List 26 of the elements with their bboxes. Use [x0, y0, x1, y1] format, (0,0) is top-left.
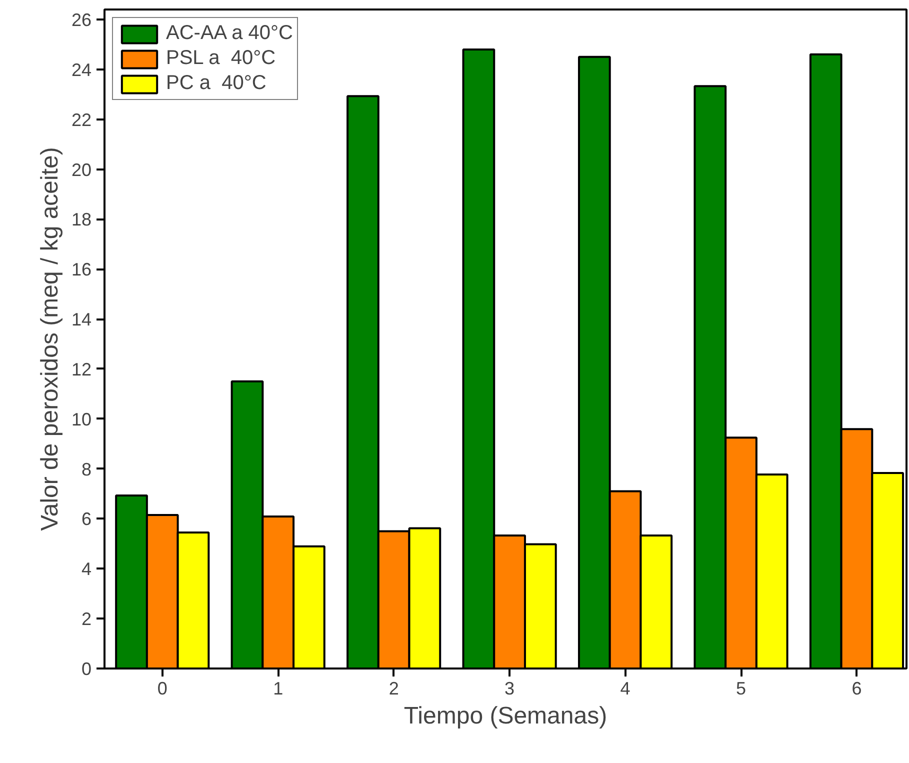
x-tick-label: 2	[388, 678, 399, 698]
x-tick-label: 3	[504, 678, 515, 698]
x-tick-label: 4	[620, 678, 630, 698]
y-tick-label: 22	[71, 110, 92, 130]
legend-label: PSL a 40°C	[166, 47, 276, 70]
legend-label: AC-AA a 40°C	[166, 22, 293, 45]
y-tick-label: 26	[71, 10, 92, 30]
x-axis-title: Tiempo (Semanas)	[404, 702, 608, 730]
y-tick-label: 6	[81, 509, 92, 530]
x-tick-label: 6	[852, 678, 862, 698]
y-tick-label: 14	[71, 310, 92, 330]
y-tick-label: 4	[81, 559, 92, 580]
legend-label: PC a 40°C	[166, 72, 266, 95]
y-tick-label: 10	[71, 409, 92, 430]
y-tick-label: 8	[81, 459, 92, 480]
y-tick-label: 24	[71, 60, 92, 80]
y-tick-label: 18	[71, 210, 92, 230]
y-tick-label: 20	[71, 160, 92, 180]
y-axis-title: Valor de peroxidos (meq / kg aceite)	[36, 147, 64, 531]
y-tick-label: 16	[71, 260, 92, 280]
y-tick-label: 2	[81, 609, 92, 630]
y-tick-label: 0	[81, 659, 92, 679]
y-tick-label: 12	[71, 359, 92, 380]
x-tick-label: 1	[273, 678, 284, 698]
x-tick-label: 0	[157, 678, 168, 698]
x-tick-label: 5	[736, 678, 746, 698]
